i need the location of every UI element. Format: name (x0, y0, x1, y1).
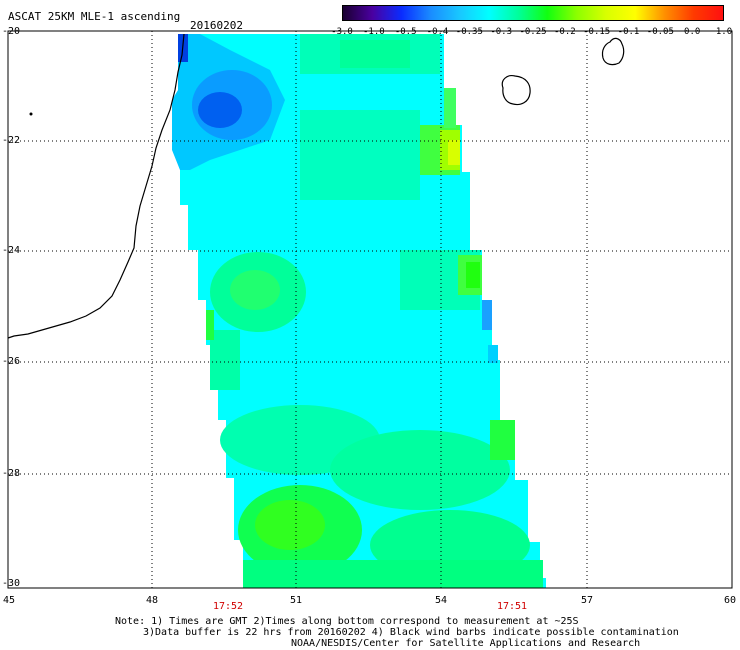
swath-patch (490, 420, 515, 460)
swath-patch (243, 560, 543, 588)
swath-patch (230, 270, 280, 310)
swath-patch (340, 40, 410, 68)
y-label-28: -28 (2, 468, 21, 479)
colorbar (342, 5, 724, 21)
note-line-1: Note: 1) Times are GMT 2)Times along bot… (115, 616, 579, 627)
colorbar-tick-label: -3.0 (331, 27, 353, 37)
swath-patch (448, 140, 460, 165)
swath-patch-blue (488, 345, 498, 363)
x-label-57: 57 (580, 595, 594, 606)
map-date: 20160202 (190, 19, 243, 32)
colorbar-tick-label: 1.0 (715, 27, 733, 37)
swath (172, 34, 546, 588)
swath-patch (210, 330, 240, 390)
y-label-24: -24 (2, 245, 21, 256)
time-label-left: 17:52 (212, 601, 244, 612)
swath-patch (330, 430, 510, 510)
colorbar-tick-label: -0.05 (646, 27, 674, 37)
note-line-2: 3)Data buffer is 22 hrs from 20160202 4)… (143, 627, 679, 638)
colorbar-tick-label: -0.1 (617, 27, 640, 37)
map-title: ASCAT 25KM MLE-1 ascending (8, 10, 181, 23)
island-reunion (501, 75, 531, 106)
time-label-right: 17:51 (496, 601, 528, 612)
y-label-22: -22 (2, 135, 21, 146)
coastline-madagascar (7, 33, 185, 339)
swath-patch (444, 88, 456, 128)
y-label-26: -26 (2, 356, 21, 367)
x-label-45: 45 (2, 595, 16, 606)
swath-patch (300, 110, 420, 200)
colorbar-tick-label: -1.0 (362, 27, 385, 37)
swath-patch-blue (198, 92, 242, 128)
colorbar-tick-label: -0.4 (426, 27, 449, 37)
colorbar-tick-label: -0.2 (553, 27, 576, 37)
colorbar-tick-label: -0.5 (394, 27, 417, 37)
grid (8, 31, 732, 588)
y-label-30: -30 (2, 578, 21, 589)
colorbar-tick-label: -0.15 (583, 27, 611, 37)
swath-patch (206, 310, 214, 340)
y-label-20: -20 (2, 26, 21, 37)
swath-patch (255, 500, 325, 550)
x-label-48: 48 (145, 595, 159, 606)
colorbar-tick-label: 0.0 (684, 27, 701, 37)
colorbar-tick-label: -0.35 (455, 27, 483, 37)
colorbar-tick-label: -0.25 (519, 27, 547, 37)
island-dot (29, 112, 33, 116)
swath-patch-blue (482, 300, 492, 330)
island-mauritius (601, 37, 625, 66)
swath-patch (466, 262, 480, 288)
x-label-60: 60 (723, 595, 737, 606)
plot-frame (7, 30, 733, 589)
x-label-51: 51 (289, 595, 303, 606)
note-line-3: NOAA/NESDIS/Center for Satellite Applica… (291, 638, 641, 649)
x-label-54: 54 (434, 595, 448, 606)
colorbar-tick-label: -0.3 (490, 27, 512, 37)
